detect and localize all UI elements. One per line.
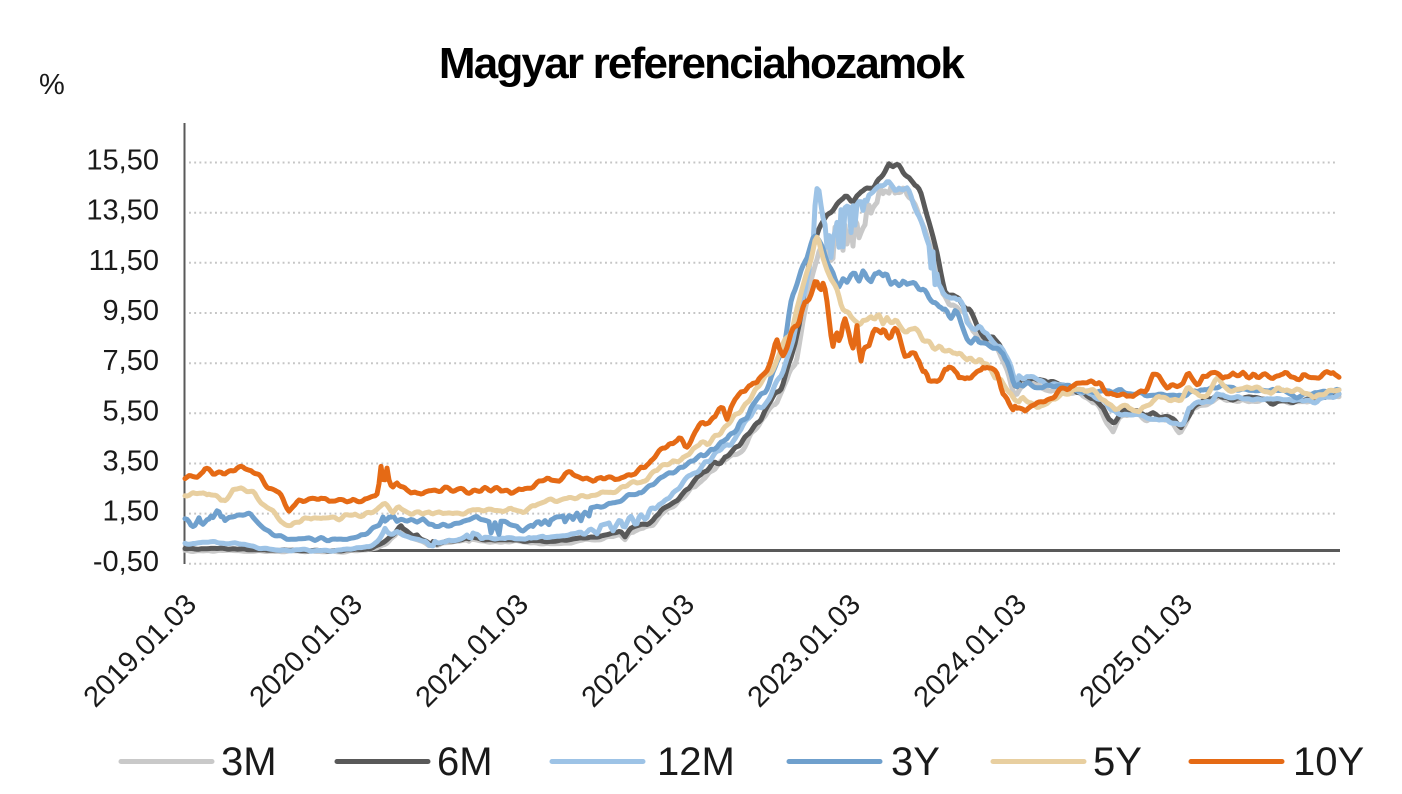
svg-text:Magyar referenciahozamok: Magyar referenciahozamok (439, 39, 965, 88)
svg-text:5,50: 5,50 (103, 395, 159, 427)
svg-text:15,50: 15,50 (86, 145, 159, 177)
svg-text:3M: 3M (221, 740, 277, 784)
svg-text:5Y: 5Y (1093, 740, 1142, 784)
svg-text:10Y: 10Y (1293, 740, 1364, 784)
svg-text:-0,50: -0,50 (93, 546, 159, 578)
svg-text:9,50: 9,50 (103, 295, 159, 327)
svg-text:11,50: 11,50 (89, 245, 159, 277)
svg-text:13,50: 13,50 (86, 195, 159, 227)
svg-text:7,50: 7,50 (103, 345, 159, 377)
svg-text:%: % (39, 69, 65, 101)
svg-text:1,50: 1,50 (103, 496, 159, 528)
svg-text:3Y: 3Y (891, 740, 940, 784)
svg-text:6M: 6M (437, 740, 493, 784)
svg-text:3,50: 3,50 (103, 446, 159, 478)
svg-text:12M: 12M (657, 740, 735, 784)
